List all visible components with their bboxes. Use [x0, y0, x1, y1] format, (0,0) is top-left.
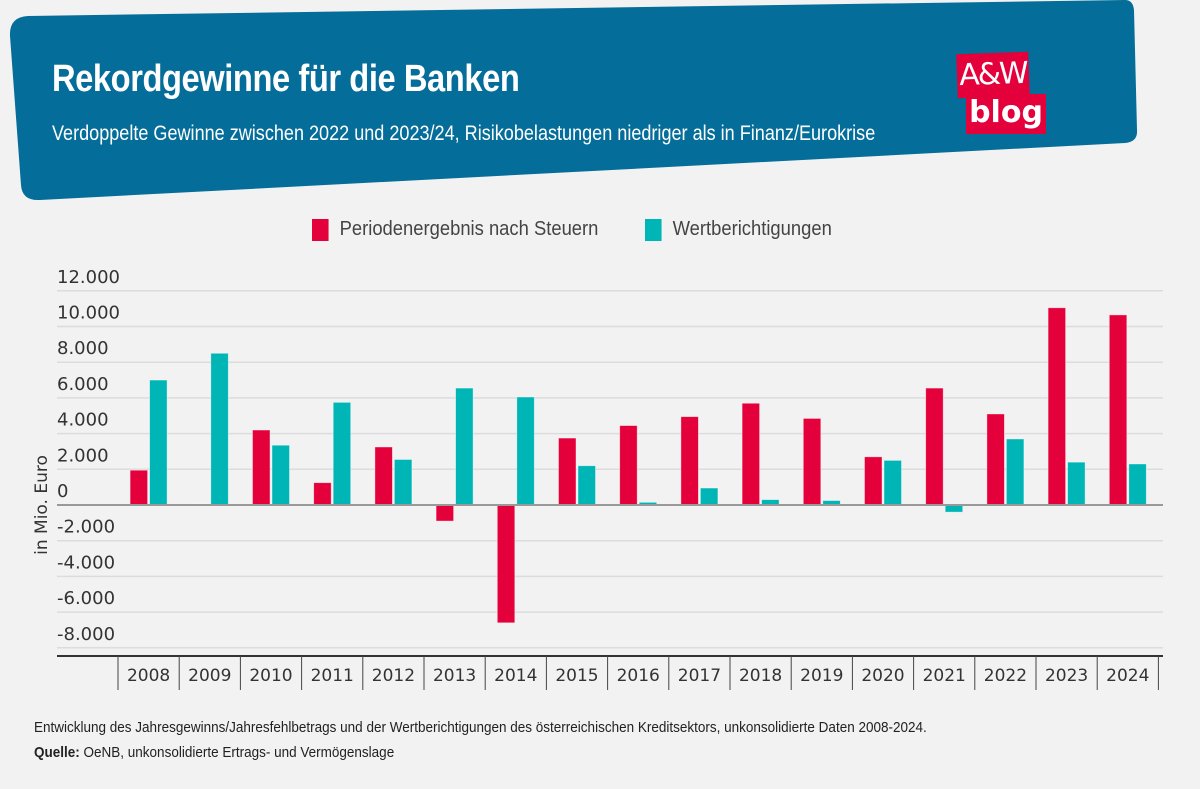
bar-profit-2008 [129, 469, 149, 506]
bar-profit-2011 [313, 482, 332, 506]
x-tick-label: 2020 [861, 666, 904, 686]
bar-writedowns-2020 [883, 459, 902, 506]
bar-profit-2018 [741, 402, 760, 506]
x-tick-label: 2017 [678, 666, 721, 686]
x-tick-label: 2011 [311, 666, 354, 686]
x-tick-label: 2012 [372, 666, 415, 686]
bar-writedowns-2022 [1006, 438, 1025, 506]
legend: Periodenergebnis nach Steuern Wertberich… [312, 218, 870, 241]
footnote: Entwicklung des Jahresgewinns/Jahresfehl… [34, 719, 927, 736]
bar-chart: 12.000 10.000 8.000 6.000 4.000 2.000 0 -2.000 -… [32, 267, 1163, 690]
bar-profit-2014 [496, 504, 516, 624]
x-tick-label: 2022 [984, 666, 1027, 686]
y-axis-label: in Mio. Euro [32, 455, 52, 555]
bar-profit-2019 [802, 418, 822, 506]
bar-writedowns-2013 [455, 387, 474, 506]
header-banner [9, 0, 1138, 201]
chart-subtitle: Verdoppelte Gewinne zwischen 2022 und 20… [52, 122, 876, 145]
source-text: OeNB, unkonsolidierte Ertrags- und Vermö… [79, 744, 395, 761]
y-tick-label: 8.000 [57, 338, 109, 359]
y-tick-label: -4.000 [57, 552, 115, 573]
bar-writedowns-2014 [516, 396, 535, 506]
x-axis: 2008 2009 2010 2011 2012 2013 2014 2015 2016 2017… [57, 655, 1163, 690]
legend-swatch-profit [312, 218, 329, 241]
x-tick-label: 2024 [1106, 666, 1149, 686]
banner-shape [9, 0, 1138, 201]
bar-profit-2023 [1047, 307, 1066, 506]
y-tick-label: -2.000 [57, 517, 115, 538]
x-tick-label: 2009 [188, 666, 231, 686]
bar-writedowns-2021 [944, 504, 964, 513]
x-tick-label: 2008 [127, 666, 170, 686]
legend-label-writedowns: Wertberichtigungen [672, 218, 833, 240]
bar-profit-2012 [374, 446, 393, 506]
x-tick-label: 2023 [1045, 666, 1088, 686]
legend-label-profit: Periodenergebnis nach Steuern [339, 218, 599, 240]
logo-aw: A&W [956, 51, 1030, 99]
bar-writedowns-2009 [210, 352, 229, 506]
y-tick-label: 10.000 [57, 303, 120, 324]
bar-profit-2021 [925, 387, 944, 506]
y-tick-label: 0 [57, 481, 68, 502]
bars [57, 307, 1163, 624]
bar-profit-2016 [619, 425, 638, 506]
bar-writedowns-2010 [271, 444, 290, 506]
bar-writedowns-2012 [393, 459, 413, 506]
y-tick-label: 4.000 [57, 410, 109, 431]
gridlines [57, 290, 1163, 649]
y-tick-label: 2.000 [57, 445, 109, 466]
x-tick-label: 2016 [617, 666, 660, 686]
bar-profit-2017 [680, 416, 699, 506]
y-axis-ticks: 12.000 10.000 8.000 6.000 4.000 2.000 0 -2.000 -… [57, 267, 120, 645]
bar-profit-2022 [986, 413, 1005, 506]
bar-writedowns-2015 [577, 465, 596, 506]
bar-writedowns-2011 [332, 401, 352, 506]
bar-writedowns-2024 [1128, 463, 1147, 506]
source-label: Quelle: [34, 744, 80, 761]
x-tick-label: 2021 [923, 666, 966, 686]
x-tick-label: 2010 [249, 666, 292, 686]
bar-writedowns-2023 [1067, 461, 1086, 506]
y-tick-label: 6.000 [57, 374, 109, 395]
bar-profit-2020 [864, 456, 883, 506]
bar-profit-2024 [1108, 314, 1128, 506]
bar-writedowns-2008 [149, 379, 168, 506]
logo-blog: blog [966, 94, 1046, 134]
bar-profit-2015 [558, 437, 577, 506]
x-tick-label: 2014 [494, 666, 537, 686]
legend-item-profit: Periodenergebnis nach Steuern [312, 218, 598, 241]
y-tick-label: -6.000 [57, 588, 115, 609]
chart-title: Rekordgewinne für die Banken [52, 58, 520, 100]
x-tick-label: 2018 [739, 666, 782, 686]
y-tick-label: 12.000 [57, 267, 120, 288]
y-tick-label: -8.000 [57, 624, 115, 645]
legend-item-writedowns: Wertberichtigungen [645, 218, 832, 241]
source-line: Quelle: OeNB, unkonsolidierte Ertrags- u… [34, 744, 394, 761]
legend-swatch-writedowns [645, 218, 662, 241]
x-tick-label: 2019 [800, 666, 843, 686]
x-tick-label: 2015 [555, 666, 598, 686]
x-tick-label: 2013 [433, 666, 476, 686]
bar-profit-2010 [252, 429, 271, 506]
bar-profit-2013 [435, 504, 455, 522]
bar-writedowns-2017 [700, 487, 719, 506]
